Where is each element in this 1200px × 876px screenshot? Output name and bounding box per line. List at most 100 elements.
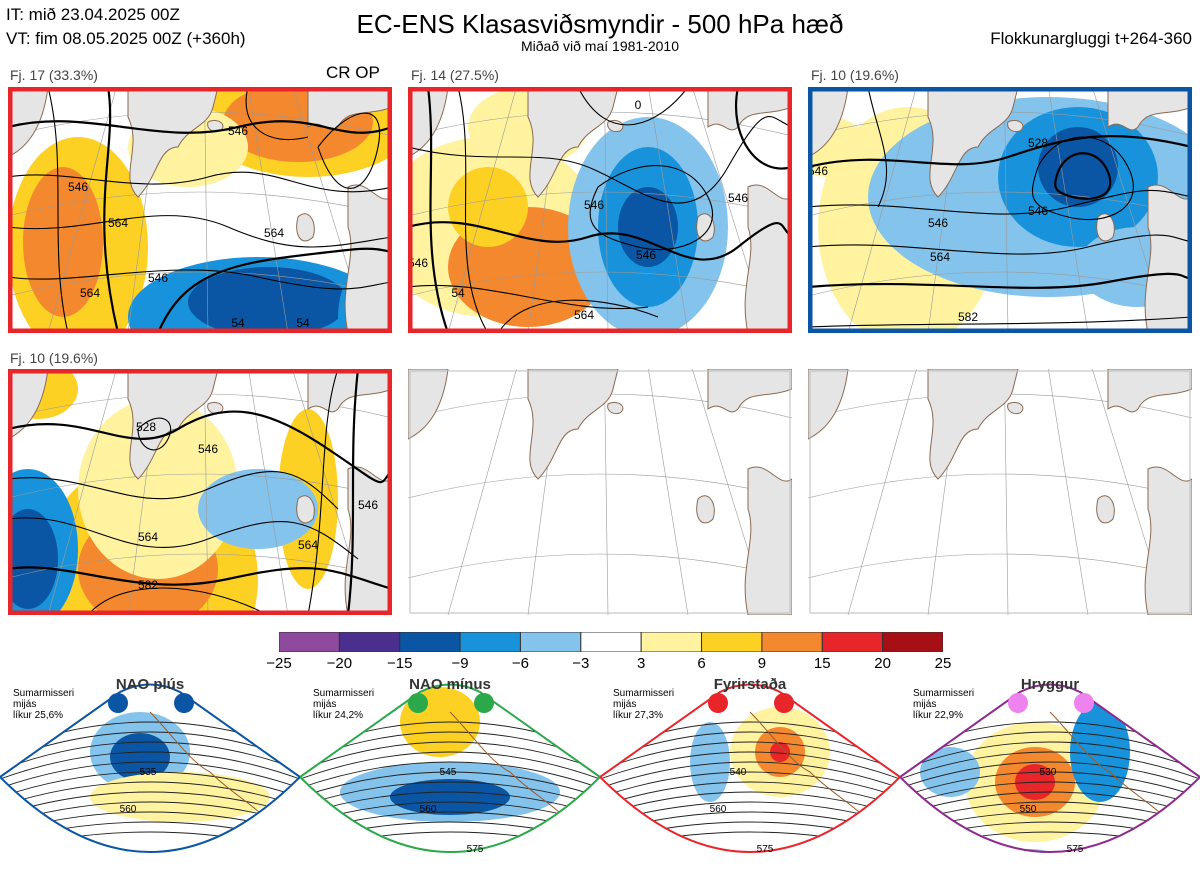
contour-label: 546 [928,216,948,230]
height-contour [1054,152,1112,200]
british-isles-land [1096,495,1115,524]
panel-map: 546 546 546 564 546 54 0 [408,87,792,333]
anomaly-area [8,509,58,609]
height-contour [408,221,792,261]
regime-contour-label: 530 [1040,767,1057,778]
regime-coastline [449,711,571,823]
regime-anomaly [390,779,510,815]
graticule-line [1048,369,1089,615]
panel-frame [409,370,791,614]
regime-map: 535 560 [0,683,302,853]
coastline-layer [408,87,792,333]
greenland-land [927,87,1019,198]
colorbar-swatch [580,631,642,653]
graticule-line [1004,369,1009,615]
regime-contour-label: 550 [1020,804,1037,815]
regime-contour-label: 560 [120,804,137,815]
contour-label: 564 [138,530,158,544]
graticule-line [604,369,609,615]
colorbar-tick-label: −6 [511,655,530,672]
height-contour [8,517,359,560]
regime-nao-plus[interactable]: 535 560 NAO plús Sumarmisseri mijás líkur 2… [0,672,302,871]
regime-title: Fyrirstaða [713,676,787,693]
regime-contour-label: 560 [710,804,727,815]
colorbar-swatch [519,631,582,653]
height-contour [735,87,792,170]
colorbar-tick-label: 3 [637,655,646,672]
cluster-panel-3[interactable]: 528 546 546 564 582 546 [808,87,1192,333]
regime-ridge[interactable]: 530 550 575 Hryggur Sumarmisseri mijás líkur… [898,672,1200,871]
regime-frame [298,683,602,853]
colorbar-tick-label: −20 [326,655,353,672]
regime-contour [300,781,600,807]
page-subtitle: Miðað við maí 1981-2010 [521,38,679,54]
regime-contour [600,751,900,780]
graticule-line [604,87,609,333]
regime-dot [408,693,428,713]
graticule-line [204,87,209,333]
iceland-land [607,401,624,414]
regime-contour-label: 560 [420,804,437,815]
regime-contour [300,791,600,816]
anomaly-area [198,469,318,549]
contour-label: 582 [138,578,158,592]
graticule-line [248,369,289,615]
graticule-line [447,87,517,333]
panel-frame [8,369,392,615]
regime-contour-label: 540 [730,767,747,778]
regime-contour [0,791,300,816]
regime-contour-label: 575 [757,844,774,855]
coastline-layer [408,369,792,615]
british-isles-land [696,495,715,524]
height-contour [317,112,381,189]
graticule-line [648,369,689,615]
regime-frame [598,683,902,853]
contour-label: 54 [231,316,245,330]
contour-label: 582 [958,310,978,324]
graticule-line [691,87,769,333]
height-contour [408,115,792,204]
cluster-panel-4[interactable]: 528 546 564 582 564 546 [8,369,392,615]
regime-blocking[interactable]: 540 560 575 Fyrirstaða Sumarmisseri mijás lí… [598,672,902,871]
colorbar-tick-label: −15 [386,655,413,672]
height-contour [8,215,392,248]
contour-label: 546 [636,248,656,262]
panel-frame [809,370,1191,614]
contour-label: 54 [451,286,465,300]
graticule-line [691,369,769,615]
regime-anomaly [770,742,790,762]
regime-title: Hryggur [1020,676,1080,693]
height-contour [577,87,689,126]
graticule-line [927,369,961,615]
contour-label: 546 [408,256,428,270]
colorbar-swatch [821,631,884,653]
panel-map [408,369,792,615]
iceland-land [1007,119,1024,132]
europe-land [744,184,792,333]
regime-contour-label: 535 [140,767,157,778]
regime-nao-minus[interactable]: 545 560 575 NAO mínus Sumarmisseri mijás lík… [298,672,602,871]
colorbar-tick-label: 6 [697,655,706,672]
contour-label: 564 [298,538,318,552]
cluster-panel-2[interactable]: 546 546 546 564 546 54 0 [408,87,792,333]
regime-contour-label: 545 [440,767,457,778]
coastline-layer [8,87,392,333]
greenland-land [927,369,1019,480]
height-contour [808,234,1192,255]
contour-label: 546 [358,498,378,512]
graticule-line [291,369,369,615]
height-contour [8,566,392,591]
regime-coastline [1049,711,1171,823]
graticule-line [204,369,209,615]
cluster-panel-1[interactable]: 546 564 546 564 546 54 564 54 [8,87,392,333]
regime-season-text: Sumarmisseri mijás líkur 24,2% [313,688,375,721]
regime-anomaly [90,772,270,822]
colorbar-swatch [882,631,944,653]
colorbar-tick-label: 15 [813,655,831,672]
cluster-panel-empty-2 [808,369,1192,615]
regime-contour [600,761,900,789]
height-contour [808,135,1192,169]
regime-dot [1074,693,1094,713]
contour-label: 0 [635,98,642,112]
height-contour [808,316,1192,328]
